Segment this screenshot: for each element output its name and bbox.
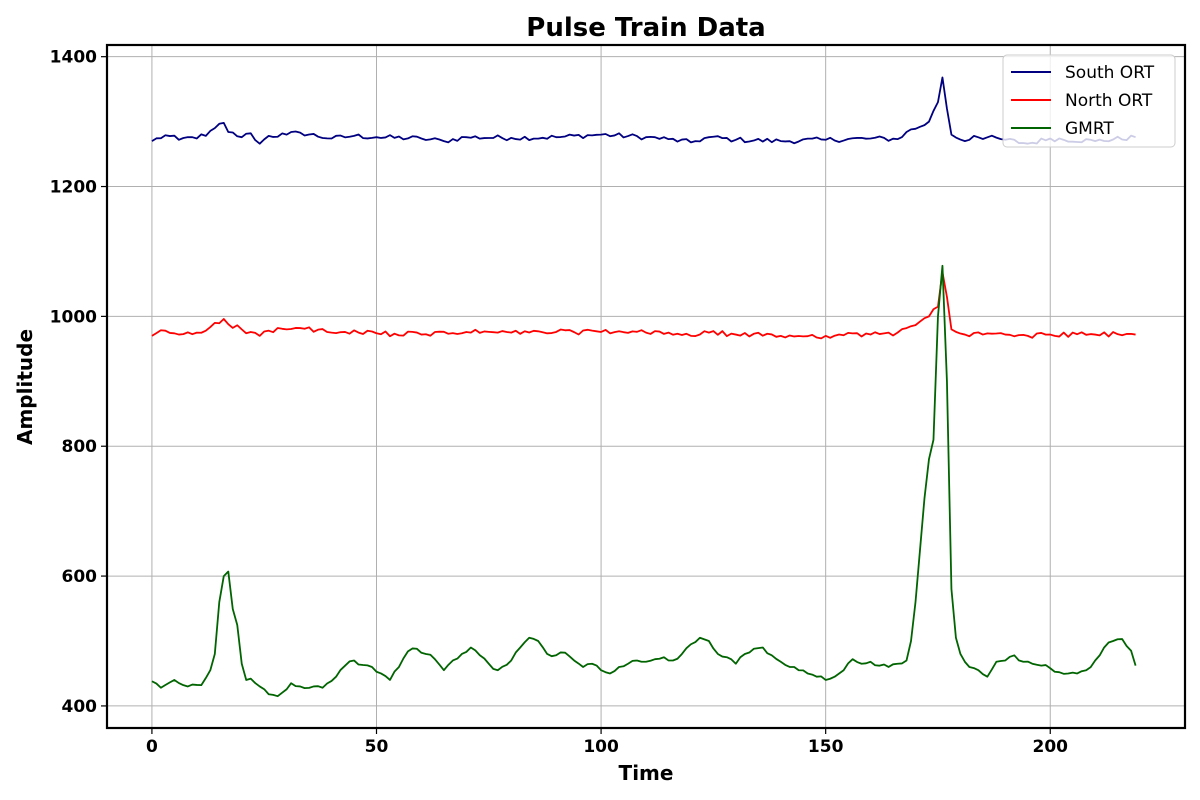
x-tick-label: 0 [146,737,158,757]
grid [107,45,1185,728]
x-tick-label: 50 [365,737,389,757]
legend-label: North ORT [1065,91,1153,111]
chart-title: Pulse Train Data [526,13,765,43]
series-line-north-ort [151,271,1136,340]
y-ticks: 400 600 800 1000 1200 1400 [50,48,107,717]
plot-frame [105,43,1187,730]
y-tick-label: 400 [62,697,98,717]
x-tick-label: 150 [808,737,844,757]
legend: South ORT North ORT GMRT [1002,54,1176,148]
y-tick-label: 800 [62,437,98,457]
y-tick-label: 600 [62,567,98,587]
x-tick-label: 200 [1033,737,1069,757]
series-group [151,76,1137,698]
x-tick-label: 100 [583,737,619,757]
y-tick-label: 1400 [50,48,97,68]
legend-label: GMRT [1065,119,1114,139]
legend-box [1002,54,1176,148]
y-tick-label: 1000 [50,307,97,327]
series-line-gmrt [151,264,1137,698]
y-tick-label: 1200 [50,178,97,198]
series-line-south-ort [151,76,1136,145]
x-axis-label: Time [619,761,674,785]
y-axis-label: Amplitude [13,329,37,445]
x-ticks: 0 50 100 150 200 [146,728,1068,757]
legend-label: South ORT [1065,63,1155,83]
